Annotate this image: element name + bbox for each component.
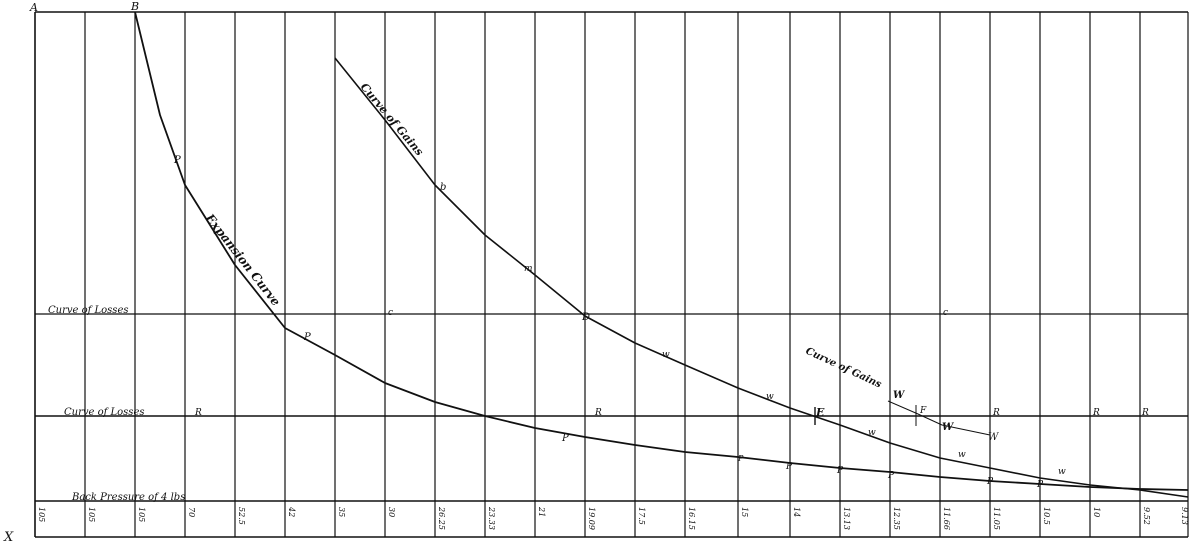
mark-p: P bbox=[1036, 480, 1044, 490]
pressure-label: 105 bbox=[37, 507, 46, 522]
mark-r: R bbox=[194, 408, 202, 418]
pressure-label: 9.52 bbox=[1142, 507, 1151, 525]
mark-e: E bbox=[815, 406, 825, 419]
mark-w: W bbox=[893, 390, 906, 401]
pressure-label: 10.5 bbox=[1042, 507, 1051, 525]
mark-p: P bbox=[173, 155, 181, 166]
mark-r: R bbox=[594, 408, 602, 418]
mark-p: P bbox=[836, 466, 844, 476]
pressure-label: 13.13 bbox=[842, 507, 851, 530]
mark-p: P bbox=[785, 462, 793, 472]
mark-w: w bbox=[766, 392, 774, 402]
mark-p: P bbox=[303, 332, 311, 343]
pressure-label: 19.09 bbox=[587, 507, 596, 530]
pressure-label: 15 bbox=[740, 507, 749, 517]
mark-r: R bbox=[1092, 408, 1100, 418]
gains-curve-secondary-label: Curve of Gains bbox=[804, 346, 884, 391]
mark-f: F bbox=[919, 406, 927, 416]
label-b: B bbox=[130, 0, 139, 13]
pressure-label: 10 bbox=[1092, 507, 1101, 517]
pressure-label: 17.5 bbox=[637, 507, 646, 525]
curves bbox=[134, 11, 1189, 498]
mark-b: b bbox=[440, 182, 446, 193]
labels: A B X Expansion Curve Curve of Gains Cur… bbox=[3, 0, 1149, 545]
pressure-label: 70 bbox=[187, 507, 196, 517]
grid bbox=[34, 11, 1189, 538]
pressure-label: 23.33 bbox=[487, 506, 496, 530]
pressure-label: 30 bbox=[387, 507, 396, 517]
gains-curve-label: Curve of Gains bbox=[358, 81, 426, 159]
losses-upper-label: Curve of Losses bbox=[48, 305, 129, 316]
label-a: A bbox=[29, 1, 38, 14]
mark-w: w bbox=[1058, 467, 1066, 477]
mark-w: W bbox=[942, 422, 955, 433]
mark-p: P bbox=[737, 454, 744, 463]
pressure-labels: 105 105 105 70 52.5 42 35 30 26.25 23.33 21 19.09 17… bbox=[37, 506, 1189, 530]
mark-w: w bbox=[662, 350, 670, 360]
back-pressure-label: Back Pressure of 4 lbs bbox=[71, 492, 185, 503]
losses-lower-label: Curve of Losses bbox=[64, 407, 145, 418]
pressure-label: 11.05 bbox=[992, 507, 1001, 530]
mark-w: w bbox=[958, 450, 966, 460]
pressure-label: 105 bbox=[137, 507, 146, 522]
mark-r: R bbox=[992, 408, 1000, 418]
mark-d: D bbox=[581, 312, 590, 323]
pressure-label: 12.35 bbox=[892, 507, 901, 530]
pressure-label: 11.66 bbox=[942, 507, 951, 530]
mark-p: P bbox=[887, 471, 895, 481]
mark-p: P bbox=[561, 433, 569, 444]
expansion-curve-label: Expansion Curve bbox=[202, 210, 283, 308]
pressure-label: 9.13 bbox=[1180, 507, 1189, 525]
pressure-label: 35 bbox=[337, 507, 346, 517]
pressure-label: 52.5 bbox=[237, 507, 246, 525]
mark-p: P bbox=[986, 477, 994, 487]
pressure-label: 14 bbox=[792, 507, 801, 517]
pressure-label: 16.15 bbox=[687, 507, 696, 530]
label-x: X bbox=[3, 530, 14, 545]
pressure-label: 26.25 bbox=[437, 506, 446, 530]
mark-c: c bbox=[943, 308, 948, 318]
mark-c: c bbox=[388, 308, 393, 318]
pressure-label: 42 bbox=[287, 506, 296, 517]
gains-curve-secondary bbox=[887, 400, 991, 436]
pressure-label: 21 bbox=[537, 506, 546, 517]
pressure-label: 105 bbox=[87, 507, 96, 522]
mark-w: W bbox=[988, 432, 999, 443]
mark-m: m bbox=[524, 264, 533, 274]
expansion-curve bbox=[134, 11, 1189, 491]
mark-w: w bbox=[868, 428, 876, 438]
gains-curve bbox=[334, 57, 1189, 498]
mark-r: R bbox=[1141, 408, 1149, 418]
